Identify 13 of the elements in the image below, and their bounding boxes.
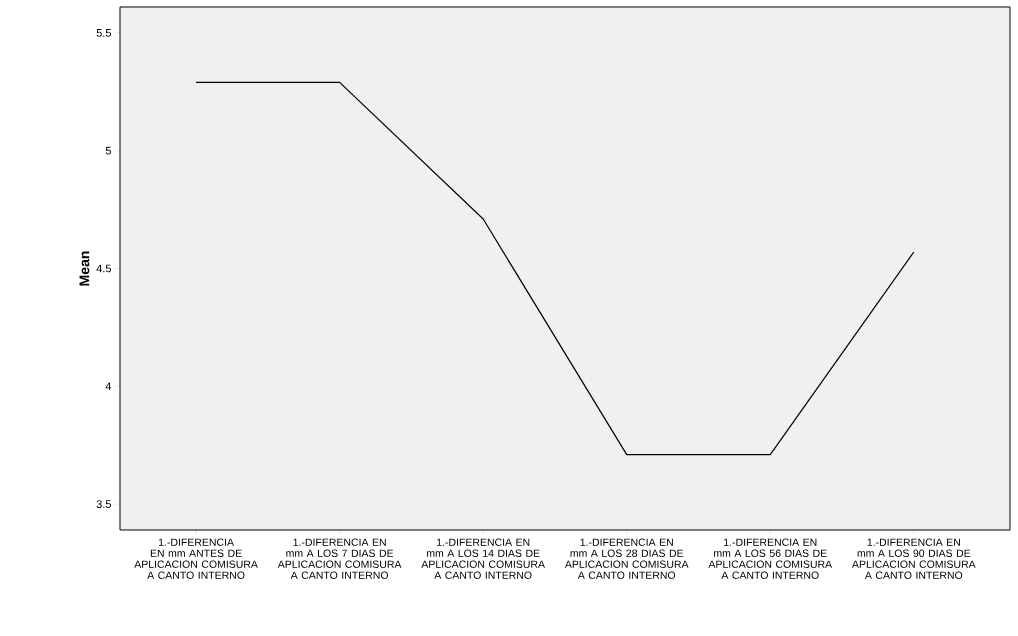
x-tick-label: 1.-DIFERENCIA EN mm ANTES DE APLICACION COMISURA A CANTO INTERNO <box>134 538 258 579</box>
y-tick-label: 3.5 <box>96 500 111 508</box>
x-tick-label: 1.-DIFERENCIA EN mm A LOS 28 DIAS DE APLICACION COMISURA A CANTO INTERNO <box>564 538 689 579</box>
line-series <box>195 81 915 456</box>
y-tick-label: 4 <box>105 382 112 391</box>
x-tick-label: 1.-DIFERENCIA EN mm A LOS 14 DIAS DE APLICACION COMISURA A CANTO INTERNO <box>421 538 545 579</box>
x-tick-label: 1.-DIFERENCIA EN mm A LOS 56 DIAS DE APLICACION COMISURA A CANTO INTERNO <box>708 538 833 579</box>
y-tick-label: 5 <box>105 146 111 155</box>
y-tick-label: 5.5 <box>96 29 111 37</box>
x-tick-label: 1.-DIFERENCIA EN mm A LOS 7 DIAS DE APLICACION COMISURA A CANTO INTERNO <box>277 538 402 579</box>
y-axis-title: Mean <box>79 251 90 286</box>
y-tick-label: 4.5 <box>96 264 111 273</box>
x-tick-label: 1.-DIFERENCIA EN mm A LOS 90 DIAS DE APLICACION COMISURA A CANTO INTERNO <box>851 538 976 579</box>
